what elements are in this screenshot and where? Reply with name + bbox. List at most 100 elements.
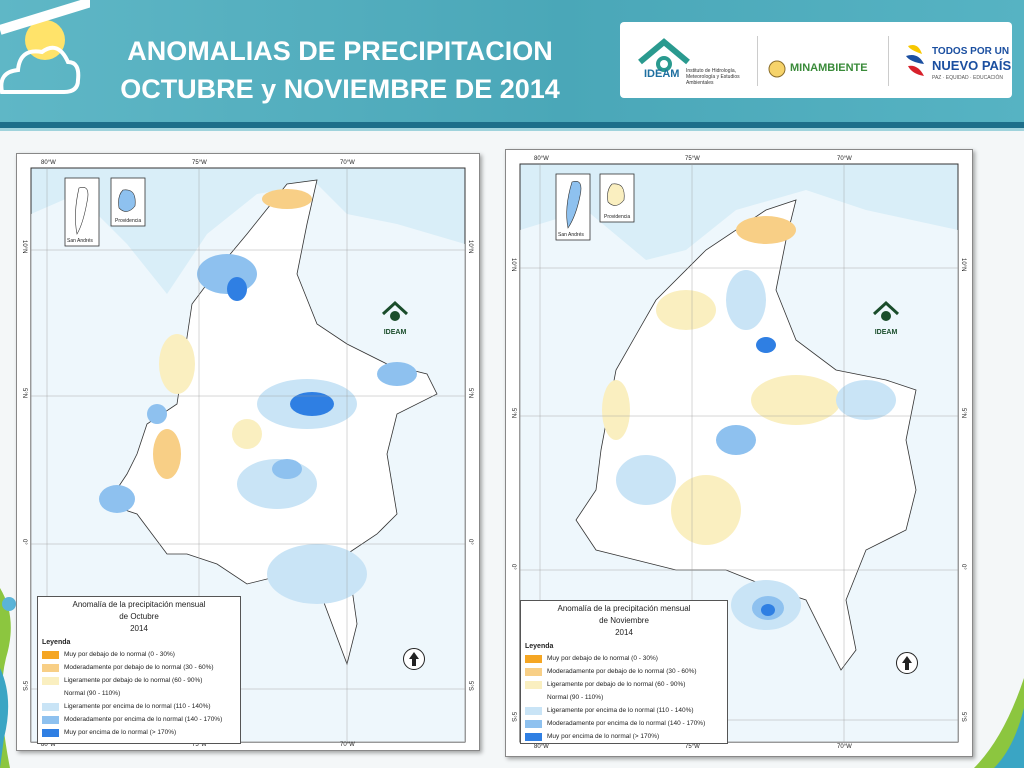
coord-lat-10-right: 10°N	[467, 240, 473, 254]
legend-item: Moderadamente por encima de lo normal (1…	[42, 713, 240, 726]
legend-item-label: Muy por debajo de lo normal (0 - 30%)	[547, 655, 658, 662]
legend-item: Moderadamente por debajo de lo normal (3…	[525, 665, 727, 678]
october-map-canvas	[30, 167, 466, 743]
legend-swatch	[525, 680, 542, 689]
legend-item: Muy por debajo de lo normal (0 - 30%)	[42, 648, 240, 661]
inset-label-providencia: Providencia	[115, 218, 142, 224]
legend-item-label: Muy por debajo de lo normal (0 - 30%)	[64, 651, 175, 658]
coord-lat-5-right: 5°N	[467, 388, 473, 399]
ideam-watermark-label: IDEAM	[874, 329, 898, 336]
legend-swatch	[525, 719, 542, 728]
coord-lat-10-right: 10°N	[960, 258, 966, 272]
ideam-watermark-label: IDEAM	[383, 329, 407, 336]
legend-item: Muy por debajo de lo normal (0 - 30%)	[525, 652, 727, 665]
gov-slogan-line-1: TODOS POR UN	[932, 46, 1010, 57]
title-line-1: ANOMALIAS DE PRECIPITACION	[127, 36, 553, 66]
legend-item-label: Normal (90 - 110%)	[64, 690, 121, 697]
coord-lon-80-top: 80°W	[41, 160, 56, 166]
coord-lon-80-bottom: 80°W	[534, 744, 549, 750]
inset-label-providencia: Providencia	[604, 214, 631, 220]
decorative-ribbon	[0, 588, 16, 768]
legend-item: Ligeramente por encima de lo normal (110…	[525, 704, 727, 717]
minambiente-logo-text: MINAMBIENTE	[790, 62, 868, 74]
legend-swatch	[525, 706, 542, 715]
legend-year: 2014	[615, 628, 633, 637]
coord-lat-5-left: 5°N	[21, 388, 27, 399]
legend-item: Normal (90 - 110%)	[42, 687, 240, 700]
coord-lon-70-bottom: 70°W	[340, 742, 355, 748]
legend-swatch	[42, 650, 59, 659]
legend-heading: Leyenda	[42, 639, 71, 646]
map-november: 80°W 75°W 70°W 80°W 75°W 70°W 10°N 5°N 0…	[505, 149, 973, 757]
legend-item: Moderadamente por debajo de lo normal (3…	[42, 661, 240, 674]
legend-item-label: Ligeramente por debajo de lo normal (60 …	[64, 677, 203, 684]
legend-item: Normal (90 - 110%)	[525, 691, 727, 704]
legend-item: Ligeramente por debajo de lo normal (60 …	[525, 678, 727, 691]
north-arrow-icon	[896, 652, 918, 674]
coord-lat-5s-left: 5°S	[510, 712, 516, 722]
legend-item-label: Ligeramente por encima de lo normal (110…	[547, 707, 694, 714]
legend-item-label: Ligeramente por debajo de lo normal (60 …	[547, 681, 686, 688]
legend-swatch	[42, 676, 59, 685]
coord-lon-75-top: 75°W	[192, 160, 207, 166]
coord-lat-0-right: 0°	[467, 539, 473, 545]
coord-lon-70-bottom: 70°W	[837, 744, 852, 750]
coord-lat-5-right: 5°N	[960, 408, 966, 419]
legend-title-1: Anomalía de la precipitación mensual	[72, 600, 206, 609]
legend-swatch	[42, 663, 59, 672]
coord-lon-75-top: 75°W	[685, 156, 700, 162]
ideam-subtitle: Instituto de Hidrología, Meteorología y …	[686, 68, 740, 86]
legend-item-label: Moderadamente por debajo de lo normal (3…	[547, 668, 697, 675]
coord-lat-0-left: 0°	[21, 539, 27, 545]
legend-swatch	[42, 689, 59, 698]
ideam-house-icon	[381, 300, 409, 321]
legend-item-label: Ligeramente por encima de lo normal (110…	[64, 703, 211, 710]
logo-panel: IDEAM Instituto de Hidrología, Meteorolo…	[620, 22, 1012, 98]
legend-swatch	[42, 728, 59, 737]
legend-swatch	[525, 654, 542, 663]
legend-item-label: Moderadamente por encima de lo normal (1…	[547, 720, 706, 727]
legend-title-2: de Noviembre	[599, 616, 649, 625]
inset-label-san-andres: San Andrés	[558, 232, 584, 238]
logo-divider	[888, 36, 889, 86]
title-line-2: OCTUBRE y NOVIEMBRE DE 2014	[120, 74, 560, 104]
legend-item-label: Normal (90 - 110%)	[547, 694, 604, 701]
ideam-watermark: IDEAM	[375, 300, 415, 336]
legend-item-label: Muy por encima de lo normal (> 170%)	[547, 733, 660, 740]
header-bar: ANOMALIAS DE PRECIPITACION OCTUBRE y NOV…	[0, 0, 1024, 122]
legend-item-label: Muy por encima de lo normal (> 170%)	[64, 729, 177, 736]
legend-october: Anomalía de la precipitación mensual de …	[37, 596, 241, 744]
header-stripe	[0, 122, 1024, 128]
ideam-house-icon	[872, 300, 900, 321]
ideam-logo-text: IDEAM	[644, 68, 680, 80]
coord-lat-5s-right: 5°S	[960, 712, 966, 722]
colombia-flag-icon	[906, 45, 924, 76]
page-title: ANOMALIAS DE PRECIPITACION OCTUBRE y NOV…	[80, 32, 600, 108]
gov-slogan-line-3: PAZ · EQUIDAD · EDUCACIÓN	[932, 75, 1004, 81]
legend-title-1: Anomalía de la precipitación mensual	[557, 604, 691, 613]
legend-item: Ligeramente por encima de lo normal (110…	[42, 700, 240, 713]
legend-swatch	[42, 702, 59, 711]
legend-swatch	[42, 715, 59, 724]
ideam-watermark: IDEAM	[866, 300, 906, 336]
legend-swatch	[525, 732, 542, 741]
coord-lat-10-left: 10°N	[21, 240, 27, 254]
coord-lon-75-bottom: 75°W	[192, 742, 207, 748]
legend-item: Moderadamente por encima de lo normal (1…	[525, 717, 727, 730]
coord-lon-80-top: 80°W	[534, 156, 549, 162]
coord-lat-5s-right: 5°S	[467, 681, 473, 691]
coord-lat-0-left: 0°	[510, 564, 516, 570]
legend-title-2: de Octubre	[119, 612, 159, 621]
legend-november: Anomalía de la precipitación mensual de …	[520, 600, 728, 744]
legend-item-label: Moderadamente por encima de lo normal (1…	[64, 716, 223, 723]
coord-lon-70-top: 70°W	[837, 156, 852, 162]
inset-label-san-andres: San Andrés	[67, 238, 93, 244]
map-october: 80°W 75°W 70°W 80°W 75°W 70°W 10°N 5°N 0…	[16, 153, 480, 751]
legend-heading: Leyenda	[525, 643, 554, 650]
north-arrow-icon	[403, 648, 425, 670]
legend-swatch	[525, 693, 542, 702]
legend-swatch	[525, 667, 542, 676]
ideam-logo-icon	[638, 38, 690, 72]
coord-lat-5s-left: 5°S	[21, 681, 27, 691]
legend-item: Muy por encima de lo normal (> 170%)	[525, 730, 727, 743]
